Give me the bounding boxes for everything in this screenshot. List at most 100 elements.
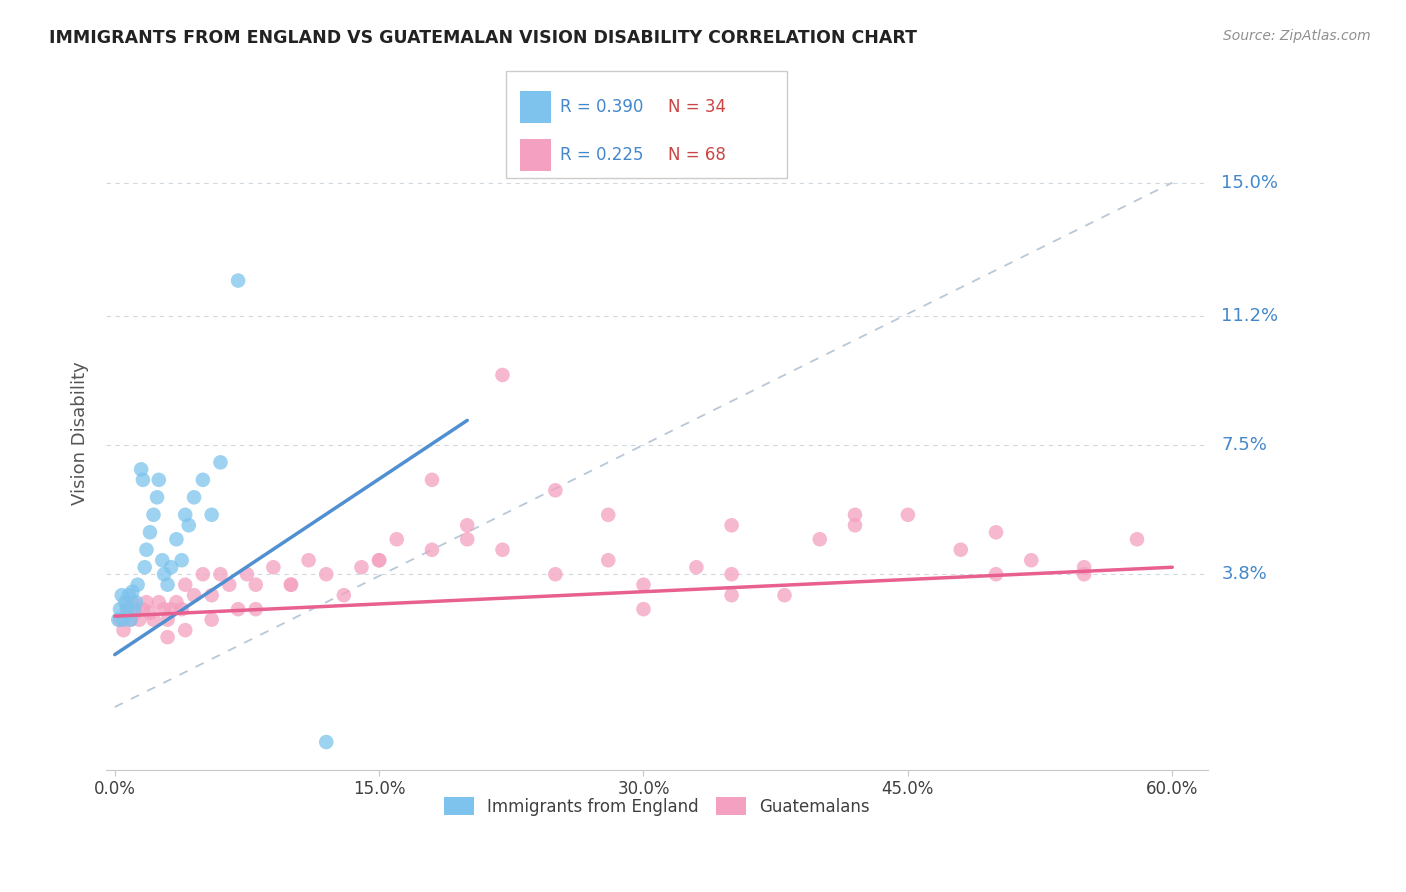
Point [108,602,131,616]
Point [333,588,356,602]
Point [491,368,513,382]
Point [209,567,232,582]
Point [122,602,145,616]
Point [236,567,259,582]
Point [633,602,655,616]
Point [120,613,142,627]
Point [132,473,155,487]
Legend: Immigrants from England, Guatemalans: Immigrants from England, Guatemalans [437,790,876,822]
Point [420,542,443,557]
Point [115,602,138,616]
Point [720,588,742,602]
Point [127,578,149,592]
Text: R = 0.225: R = 0.225 [560,146,643,164]
Point [218,578,240,592]
Point [156,630,179,644]
Point [297,553,319,567]
Point [128,613,150,627]
Point [115,602,138,616]
Point [1073,560,1095,574]
Point [142,613,165,627]
Point [844,518,866,533]
Point [598,508,620,522]
Point [121,595,143,609]
Point [174,508,197,522]
Point [720,518,742,533]
Point [844,508,866,522]
Point [165,533,187,547]
Point [153,602,176,616]
Point [170,553,193,567]
Point [280,578,302,592]
Text: R = 0.390: R = 0.390 [560,98,643,116]
Point [191,567,214,582]
Point [165,595,187,609]
Point [108,613,131,627]
Point [125,606,148,620]
Point [544,483,567,498]
Point [135,542,157,557]
Point [177,518,200,533]
Point [984,525,1007,540]
Point [315,735,337,749]
Point [456,533,478,547]
Point [148,473,170,487]
Point [156,578,179,592]
Point [633,578,655,592]
Point [201,588,224,602]
Point [139,525,162,540]
Point [118,588,141,602]
Point [1073,567,1095,582]
Point [1126,533,1149,547]
Text: IMMIGRANTS FROM ENGLAND VS GUATEMALAN VISION DISABILITY CORRELATION CHART: IMMIGRANTS FROM ENGLAND VS GUATEMALAN VI… [49,29,917,46]
Point [111,588,134,602]
Point [142,508,165,522]
Y-axis label: Vision Disability: Vision Disability [72,360,89,505]
Point [112,613,135,627]
Point [201,508,224,522]
Point [114,595,136,609]
Point [280,578,302,592]
Point [191,473,214,487]
Text: Source: ZipAtlas.com: Source: ZipAtlas.com [1223,29,1371,43]
Point [420,473,443,487]
Point [385,533,408,547]
Point [174,623,197,637]
Point [544,567,567,582]
Point [598,553,620,567]
Point [107,613,129,627]
Text: N = 34: N = 34 [668,98,725,116]
Point [132,602,155,616]
Point [160,602,183,616]
Text: 3.8%: 3.8% [1222,566,1267,583]
Point [183,588,205,602]
Point [949,542,972,557]
Point [773,588,796,602]
Point [183,491,205,505]
Point [160,560,183,574]
Point [368,553,391,567]
Point [226,274,249,288]
Point [456,518,478,533]
Point [129,462,152,476]
Point [146,491,169,505]
Point [368,553,391,567]
Point [150,553,173,567]
Text: 7.5%: 7.5% [1222,436,1267,454]
Point [170,602,193,616]
Point [720,567,742,582]
Point [350,560,373,574]
Point [245,578,267,592]
Point [685,560,707,574]
Point [245,602,267,616]
Point [120,613,142,627]
Point [984,567,1007,582]
Text: 11.2%: 11.2% [1222,307,1278,325]
Point [139,606,162,620]
Text: 15.0%: 15.0% [1222,174,1278,192]
Point [153,567,176,582]
Text: N = 68: N = 68 [668,146,725,164]
Point [1019,553,1042,567]
Point [156,613,179,627]
Point [315,567,337,582]
